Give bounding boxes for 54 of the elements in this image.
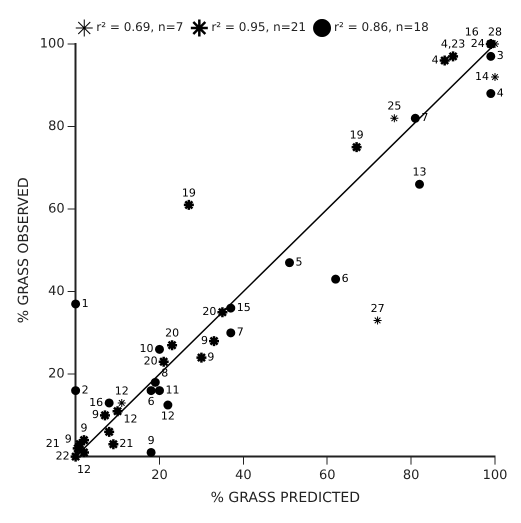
y-tick-label: 60 [48,201,65,216]
x-tick-label: 100 [482,468,508,483]
annotation: 9 [92,408,99,422]
annotation: 15 [236,300,251,314]
annotation: 9 [80,421,88,434]
legend-label: r² = 0.95, n=21 [211,20,306,34]
annotation: 11 [165,383,180,396]
x-tick-label: 20 [151,468,168,483]
annotation: 7 [236,326,244,339]
x-axis-title: % GRASS PREDICTED [210,490,360,506]
annotation: 4 [496,86,504,100]
annotation: 12 [77,462,91,476]
annotation: 20 [165,326,180,340]
x-tick-label: 80 [402,468,420,483]
annotation: 4,23 [440,38,466,51]
annotation: 3 [496,49,504,62]
annotation: 24 [470,36,485,50]
annotation: 5 [296,256,302,269]
y-tick-label: 80 [48,118,65,134]
annotation: 14 [475,70,490,83]
annotation: 27 [370,302,385,315]
annotation: 9 [207,350,214,364]
annotation: 20 [202,305,216,318]
annotation: 22 [56,449,70,462]
annotation: 2 [82,383,89,396]
y-tick-label: 40 [48,284,65,299]
x-tick-label: 40 [235,468,252,483]
annotation: 16 [89,396,104,409]
y-tick-label: 100 [40,36,65,52]
annotation: 25 [387,100,402,113]
annotation: 21 [46,437,60,450]
annotation: 6 [342,272,349,286]
annotation: 12 [114,384,129,398]
legend-label: r² = 0.86, n=18 [334,20,429,34]
annotation: 9 [201,334,208,347]
annotation: 19 [182,186,196,200]
annotation: 9 [64,432,72,446]
annotation: 10 [139,342,154,356]
annotation: 12 [160,409,175,422]
annotation: 9 [148,434,155,447]
annotation: 16 [464,25,479,38]
annotation: 1 [82,296,89,310]
annotation: 21 [119,437,134,450]
annotation: 6 [148,394,155,408]
annotation: 13 [412,166,427,179]
y-axis-title: % GRASS OBSERVED [16,177,32,324]
y-tick-label: 20 [48,366,65,382]
annotation: 19 [350,128,364,142]
annotation: 4 [432,53,439,66]
annotation: 12 [124,412,138,426]
legend-label: r² = 0.69, n=7 [96,20,184,34]
annotation: 28 [488,25,502,38]
annotation: 20 [144,354,158,368]
x-tick-label: 60 [318,468,336,483]
